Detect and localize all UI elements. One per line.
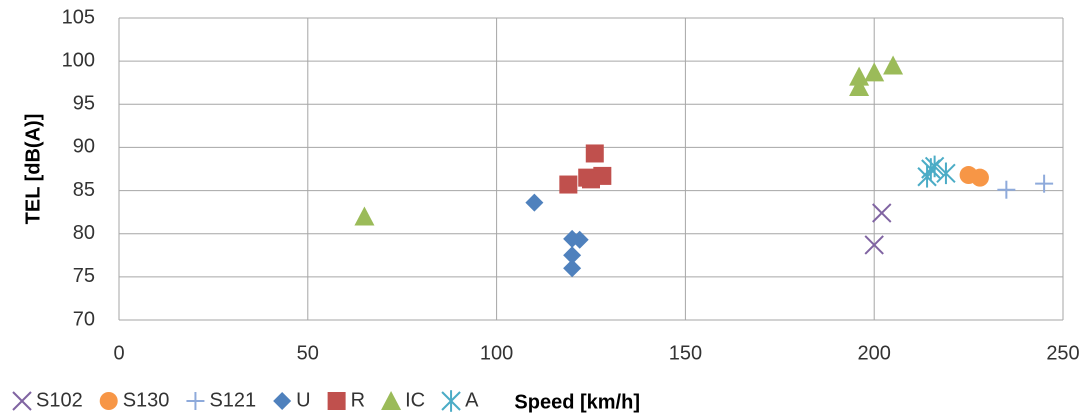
marker-part [99,392,118,410]
marker [849,66,870,86]
legend-label: R [351,389,365,411]
y-tick-label: 105 [62,6,95,28]
marker [525,193,544,212]
marker [917,165,937,188]
x-axis-title: Speed [km/h] [514,391,640,413]
marker [582,170,600,189]
x-tick-label: 50 [297,342,319,364]
marker-part [327,392,346,410]
marker [849,77,870,97]
marker-part [563,259,582,278]
marker-part [381,391,402,410]
marker [354,206,375,226]
marker-part [849,77,870,97]
marker [883,55,904,75]
marker [1035,174,1054,193]
marker [12,391,32,411]
legend-label: U [296,389,310,411]
marker-part [864,235,884,255]
marker-part [883,55,904,75]
x-tick-label: 150 [669,342,702,364]
marker-part [559,175,578,194]
marker [921,158,941,180]
legend-label: IC [405,389,425,411]
marker [441,390,461,412]
marker-part [570,230,589,249]
marker [585,144,604,163]
marker [864,62,885,82]
marker-part [273,392,292,410]
y-tick-label: 85 [73,179,95,201]
marker-part [849,66,870,86]
y-tick-label: 80 [73,222,95,244]
legend-label: A [465,389,479,411]
marker-part [864,62,885,82]
marker-part [585,144,604,163]
y-tick-label: 75 [73,265,95,287]
marker [970,168,989,187]
legend-label: S102 [36,389,83,411]
x-tick-label: 250 [1046,342,1079,364]
y-tick-label: 95 [73,93,95,115]
y-tick-label: 90 [73,136,95,158]
marker [559,175,578,194]
marker [99,392,118,410]
marker-part [12,391,32,411]
y-tick-label: 70 [73,308,95,330]
marker [570,230,589,249]
y-axis-title: TEL [dB(A)] [22,114,44,225]
marker [563,259,582,278]
marker-part [872,203,892,223]
marker-part [563,246,582,265]
marker-part [525,193,544,212]
x-tick-label: 100 [480,342,513,364]
marker [273,392,292,410]
marker [997,180,1016,199]
x-tick-label: 200 [858,342,891,364]
marker [872,203,892,223]
marker-part [354,206,375,226]
marker [563,246,582,265]
marker [381,391,402,410]
marker-part [582,170,600,189]
y-tick-label: 100 [62,49,95,71]
x-tick-label: 0 [113,342,124,364]
marker [936,162,956,185]
marker [186,392,205,410]
legend-label: S121 [209,389,256,411]
legend-label: S130 [123,389,170,411]
marker-part [970,168,989,187]
marker [864,235,884,255]
marker [327,392,346,410]
